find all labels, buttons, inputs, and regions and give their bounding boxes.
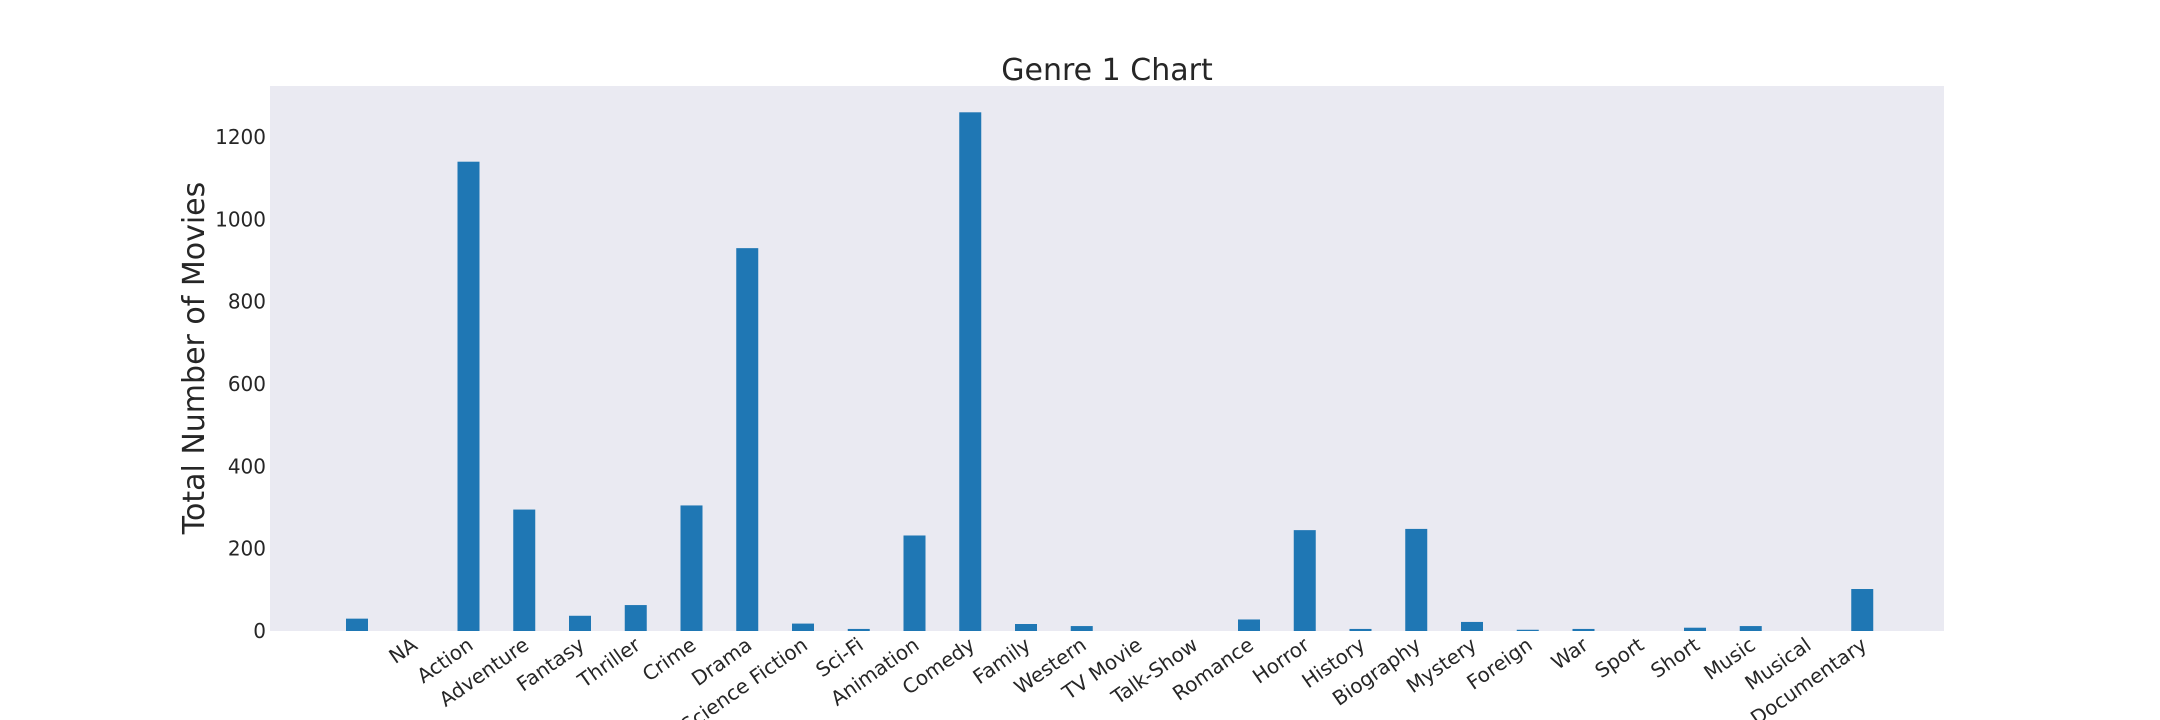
bar-thriller	[624, 605, 647, 632]
bar-crime	[680, 505, 703, 631]
bar-mystery	[1461, 621, 1483, 631]
bar-adventure	[513, 509, 536, 631]
bar-documentary	[1851, 589, 1874, 631]
bar-romance	[1238, 619, 1260, 631]
bars-group	[346, 112, 1874, 632]
bar-action	[457, 161, 480, 631]
bar-foreign	[1516, 629, 1539, 631]
bar-music	[1739, 626, 1762, 631]
bar-science-fiction	[792, 623, 814, 631]
chart-title: Genre 1 Chart	[1001, 53, 1213, 88]
y-tick-label-800: 800	[228, 290, 266, 314]
bar-short	[1684, 627, 1706, 631]
y-tick-label-0: 0	[253, 619, 266, 643]
plot-background	[270, 86, 1944, 631]
bar-drama	[736, 248, 759, 631]
x-tick-label-short: Short	[1646, 632, 1704, 683]
bar-sci-fi	[847, 628, 870, 631]
x-axis-ticks: NAActionAdventureFantasyThrillerCrimeDra…	[384, 632, 1871, 720]
bar-horror	[1293, 530, 1316, 631]
y-tick-label-1200: 1200	[215, 125, 266, 149]
bar-comedy	[959, 112, 982, 632]
y-tick-label-400: 400	[228, 454, 266, 478]
bar-history	[1349, 628, 1372, 631]
y-tick-label-200: 200	[228, 537, 266, 561]
y-axis-ticks: 0 200 400 600 800 1000 1200	[215, 125, 266, 643]
bar-leading	[346, 618, 368, 631]
x-tick-label-sport: Sport	[1590, 632, 1648, 683]
bar-fantasy	[569, 615, 591, 631]
x-tick-label-thriller: Thriller	[572, 632, 645, 693]
bar-war	[1572, 628, 1595, 631]
bar-western	[1070, 626, 1093, 631]
bar-animation	[903, 535, 926, 631]
y-axis-label: Total Number of Movies	[177, 182, 212, 536]
x-tick-label-war: War	[1547, 632, 1593, 674]
bar-biography	[1405, 528, 1428, 631]
y-tick-label-600: 600	[228, 372, 266, 396]
x-tick-label-na: NA	[384, 632, 421, 668]
bar-family	[1015, 624, 1037, 631]
y-tick-label-1000: 1000	[215, 207, 266, 231]
